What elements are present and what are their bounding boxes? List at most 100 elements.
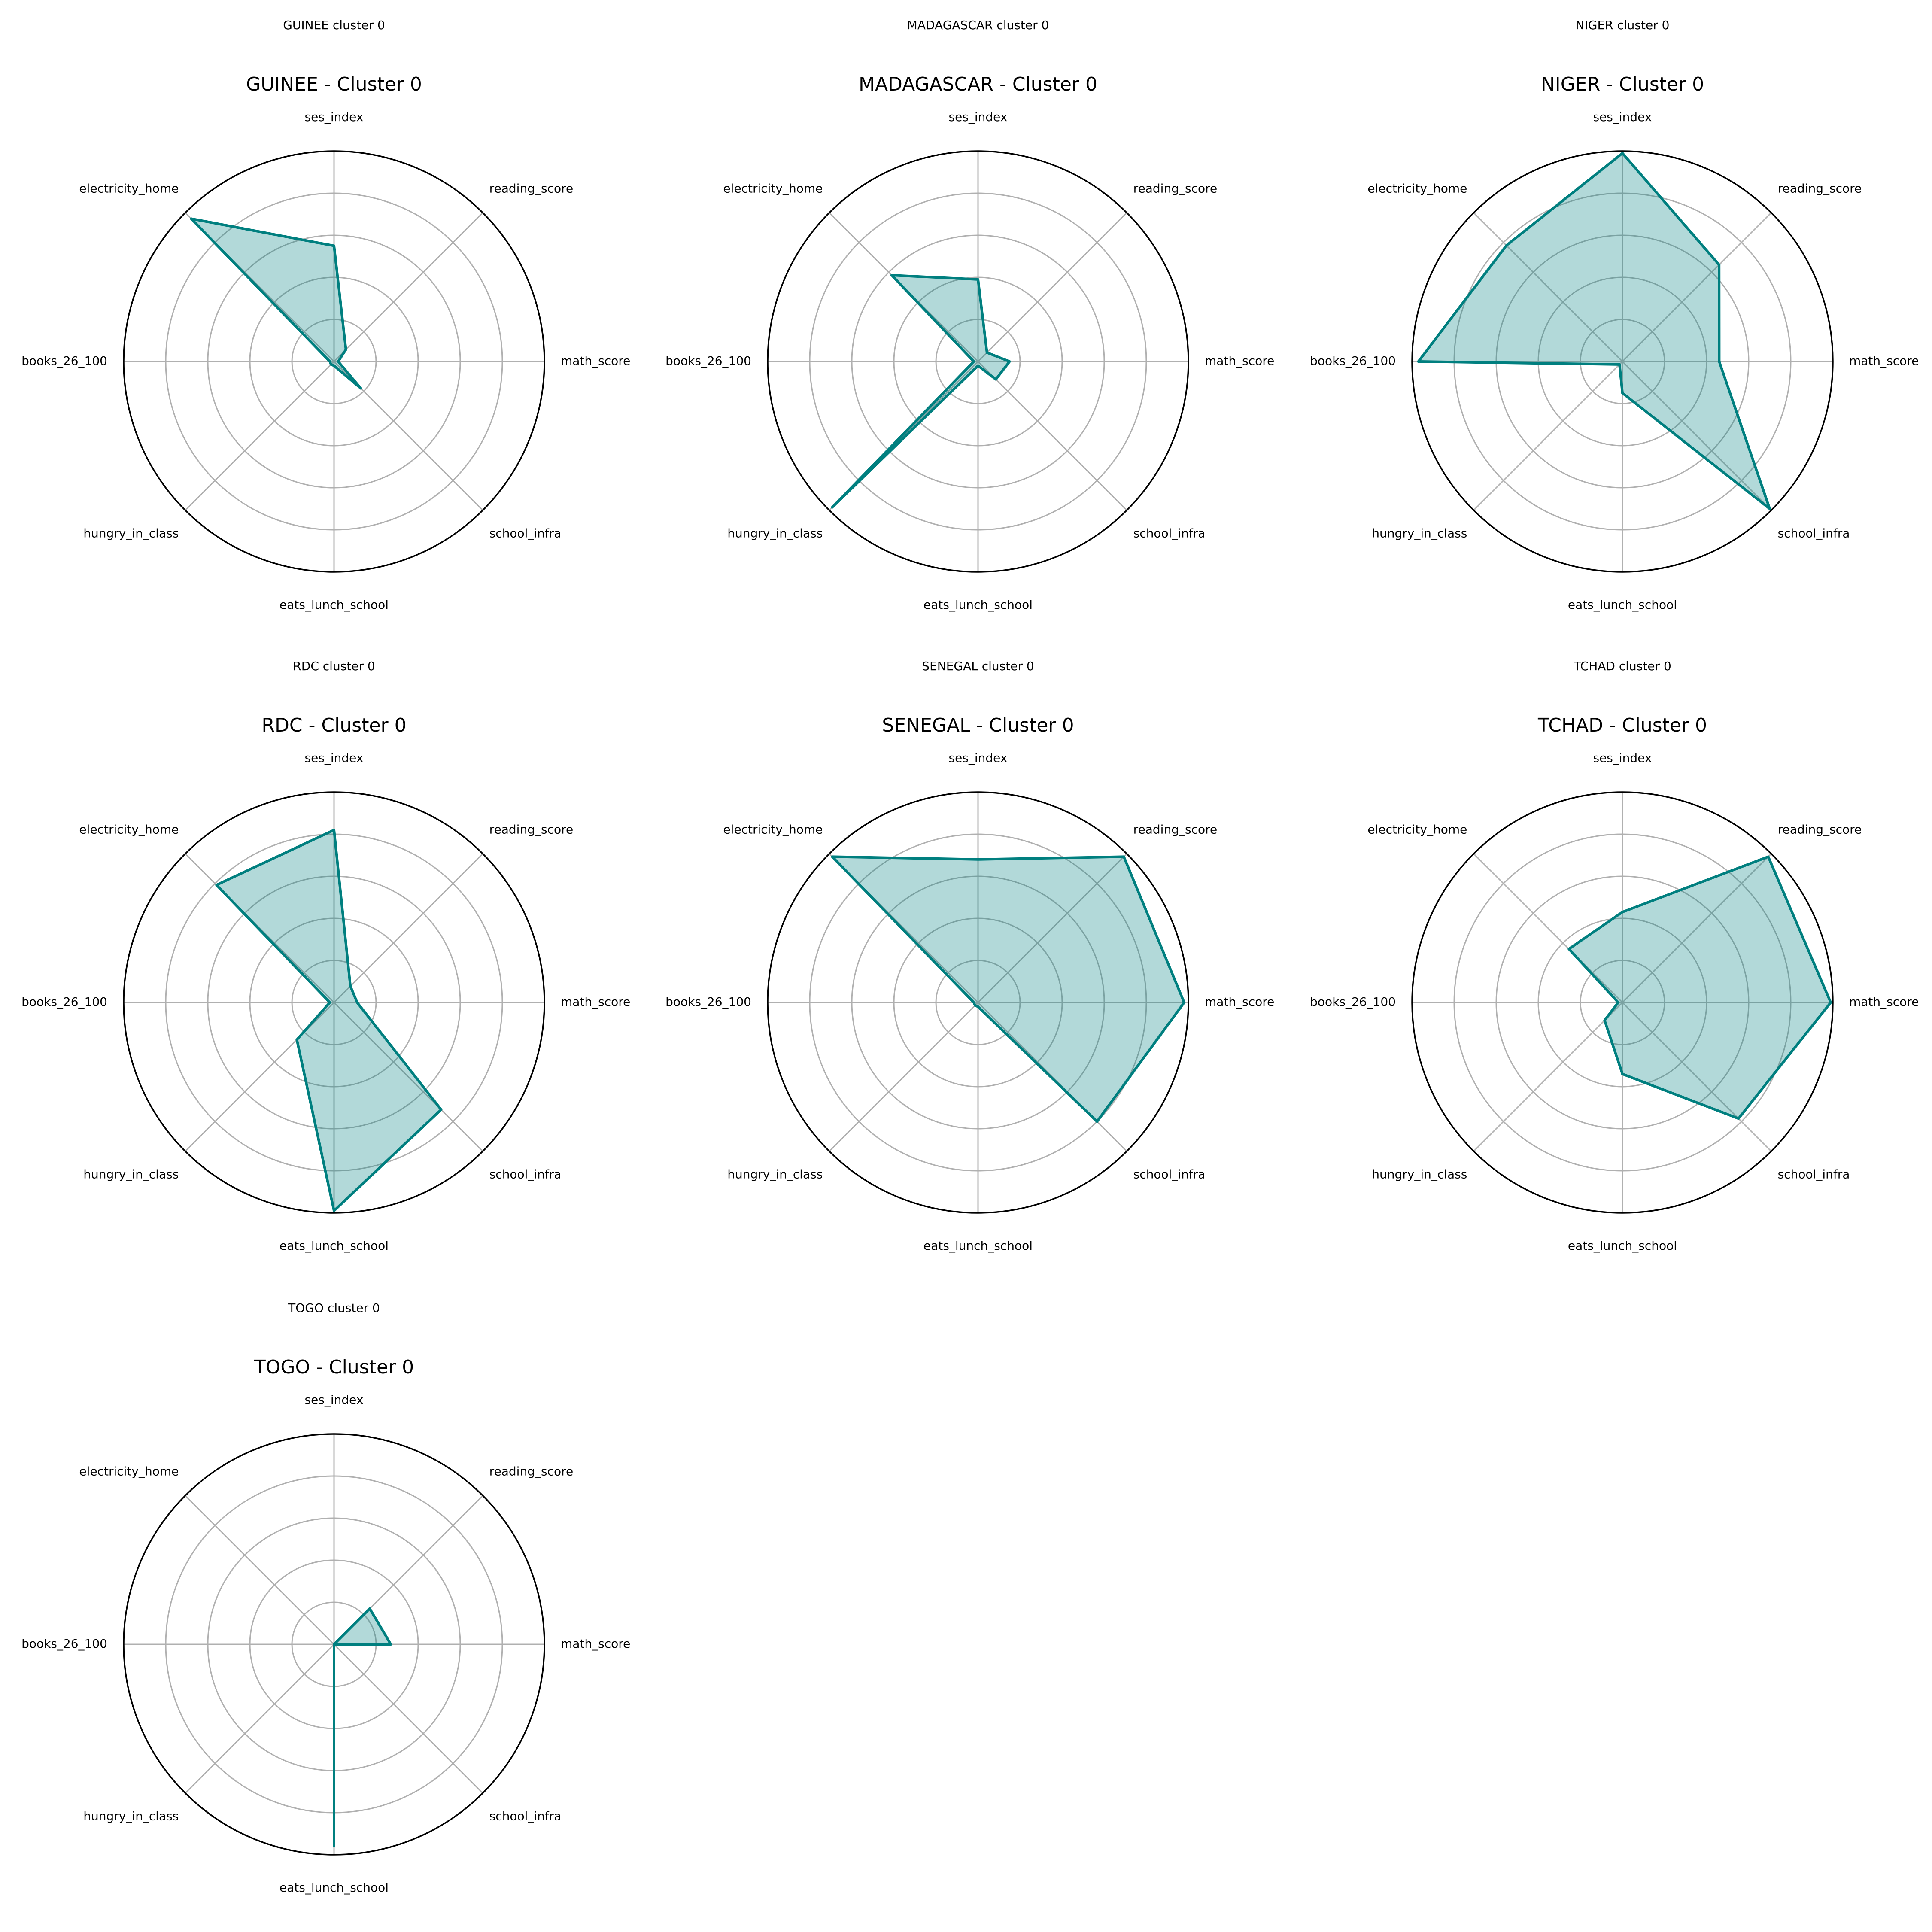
panel-title: RDC - Cluster 0 xyxy=(261,714,406,736)
axis-label-eats-lunch-school: eats_lunch_school xyxy=(923,1239,1033,1253)
data-point-eats-lunch-school xyxy=(1621,392,1624,395)
data-point-electricity-home xyxy=(215,884,218,887)
data-point-ses-index xyxy=(977,278,979,281)
data-point-hungry-in-class xyxy=(831,506,834,509)
data-point-electricity-home xyxy=(1505,244,1508,247)
data-point-math-score xyxy=(337,360,340,363)
axis-label-school-infra: school_infra xyxy=(489,1809,562,1823)
outer-ring xyxy=(767,791,1189,1214)
data-point-eats-lunch-school xyxy=(333,1209,335,1212)
data-point-books-26-100 xyxy=(972,360,975,363)
panel-suptitle: RDC cluster 0 xyxy=(293,659,375,673)
data-point-school-infra xyxy=(359,387,362,390)
panel-suptitle: MADAGASCAR cluster 0 xyxy=(907,18,1049,32)
spoke-school-infra xyxy=(1622,1002,1772,1152)
axis-label-electricity-home: electricity_home xyxy=(79,181,179,195)
spoke-hungry-in-class xyxy=(1473,1002,1623,1152)
axis-label-electricity-home: electricity_home xyxy=(1367,181,1467,195)
radar-panel-niger: NIGER cluster 0 NIGER - Cluster 0 ses_inde… xyxy=(1310,18,1919,612)
outer-ring xyxy=(123,1433,545,1856)
data-point-school-infra xyxy=(1096,1120,1099,1123)
axis-label-hungry-in-class: hungry_in_class xyxy=(1372,1167,1467,1182)
outer-ring xyxy=(123,150,545,573)
data-point-math-score xyxy=(355,1001,358,1004)
axis-label-reading-score: reading_score xyxy=(489,822,574,836)
data-point-eats-lunch-school xyxy=(333,1845,335,1848)
axis-label-reading-score: reading_score xyxy=(1133,822,1218,836)
data-point-books-26-100 xyxy=(328,1001,331,1004)
series-area-guinee xyxy=(190,217,362,390)
axis-label-reading-score: reading_score xyxy=(489,1464,574,1478)
radar-panel-rdc: RDC cluster 0 RDC - Cluster 0 ses_indexrea… xyxy=(21,659,630,1253)
data-point-math-score xyxy=(389,1643,392,1646)
spoke-school-infra xyxy=(333,1002,483,1152)
data-point-reading-score xyxy=(368,1607,371,1610)
data-point-eats-lunch-school xyxy=(977,1005,979,1008)
panel-title: GUINEE - Cluster 0 xyxy=(246,73,422,95)
spoke-hungry-in-class xyxy=(829,1002,979,1152)
axis-label-electricity-home: electricity_home xyxy=(723,822,823,836)
data-point-math-score xyxy=(1008,360,1011,363)
panel-suptitle: NIGER cluster 0 xyxy=(1576,18,1670,32)
data-point-electricity-home xyxy=(1567,948,1571,951)
axis-label-electricity-home: electricity_home xyxy=(723,181,823,195)
series-area-niger xyxy=(1417,152,1771,510)
series-area-tchad xyxy=(1567,855,1832,1120)
data-point-ses-index xyxy=(333,244,335,247)
radar-panel-guinee: GUINEE cluster 0 GUINEE - Cluster 0 ses_in… xyxy=(21,18,630,612)
axis-label-math-score: math_score xyxy=(561,354,630,368)
axis-label-reading-score: reading_score xyxy=(489,181,574,195)
radar-panel-madagascar: MADAGASCAR cluster 0 MADAGASCAR - Cluster… xyxy=(665,18,1274,612)
panel-title: SENEGAL - Cluster 0 xyxy=(882,714,1074,736)
axis-label-hungry-in-class: hungry_in_class xyxy=(727,526,823,541)
data-point-math-score xyxy=(1718,360,1721,363)
spoke-electricity-home xyxy=(1473,212,1623,362)
data-point-reading-score xyxy=(1767,855,1770,858)
data-point-math-score xyxy=(1183,1001,1186,1004)
spoke-school-infra xyxy=(1622,361,1772,511)
panel-suptitle: TOGO cluster 0 xyxy=(288,1301,380,1315)
axis-label-school-infra: school_infra xyxy=(1133,1167,1206,1182)
spoke-hungry-in-class xyxy=(185,361,335,511)
data-point-eats-lunch-school xyxy=(1621,1072,1624,1075)
panel-title: NIGER - Cluster 0 xyxy=(1541,73,1704,95)
axis-label-hungry-in-class: hungry_in_class xyxy=(83,1167,179,1182)
axis-label-math-score: math_score xyxy=(1205,995,1274,1009)
panel-title: TOGO - Cluster 0 xyxy=(254,1356,414,1378)
axis-label-ses-index: ses_index xyxy=(304,110,363,124)
data-point-school-infra xyxy=(994,378,997,381)
axis-label-reading-score: reading_score xyxy=(1778,181,1862,195)
axis-label-eats-lunch-school: eats_lunch_school xyxy=(279,598,389,612)
spoke-electricity-home xyxy=(1473,853,1623,1003)
panel-suptitle: TCHAD cluster 0 xyxy=(1573,659,1671,673)
axis-label-books-26-100: books_26_100 xyxy=(21,995,107,1009)
data-point-eats-lunch-school xyxy=(977,364,979,367)
axis-label-math-score: math_score xyxy=(561,995,630,1009)
data-point-reading-score xyxy=(1718,263,1721,266)
axis-label-school-infra: school_infra xyxy=(1778,1167,1850,1182)
axis-label-eats-lunch-school: eats_lunch_school xyxy=(279,1239,389,1253)
spoke-reading-score xyxy=(977,212,1127,362)
axis-label-school-infra: school_infra xyxy=(489,526,562,541)
axis-label-hungry-in-class: hungry_in_class xyxy=(83,526,179,541)
data-point-school-infra xyxy=(1768,507,1771,510)
axis-label-hungry-in-class: hungry_in_class xyxy=(1372,526,1467,541)
data-point-reading-score xyxy=(349,984,352,987)
data-point-hungry-in-class xyxy=(330,363,333,366)
spoke-hungry-in-class xyxy=(1473,361,1623,511)
data-point-books-26-100 xyxy=(972,1001,975,1004)
data-point-eats-lunch-school xyxy=(333,364,335,367)
axis-label-eats-lunch-school: eats_lunch_school xyxy=(1568,1239,1677,1253)
data-point-school-infra xyxy=(440,1108,443,1111)
spoke-reading-score xyxy=(1622,853,1772,1003)
axis-label-school-infra: school_infra xyxy=(1133,526,1206,541)
data-point-electricity-home xyxy=(831,855,834,858)
spoke-reading-score xyxy=(333,212,483,362)
axis-label-ses-index: ses_index xyxy=(1593,751,1652,765)
axis-label-school-infra: school_infra xyxy=(489,1167,562,1182)
axis-label-reading-score: reading_score xyxy=(1778,822,1862,836)
panel-suptitle: SENEGAL cluster 0 xyxy=(922,659,1034,673)
axis-label-ses-index: ses_index xyxy=(1593,110,1652,124)
outer-ring xyxy=(1411,791,1834,1214)
spoke-school-infra xyxy=(333,1643,483,1794)
